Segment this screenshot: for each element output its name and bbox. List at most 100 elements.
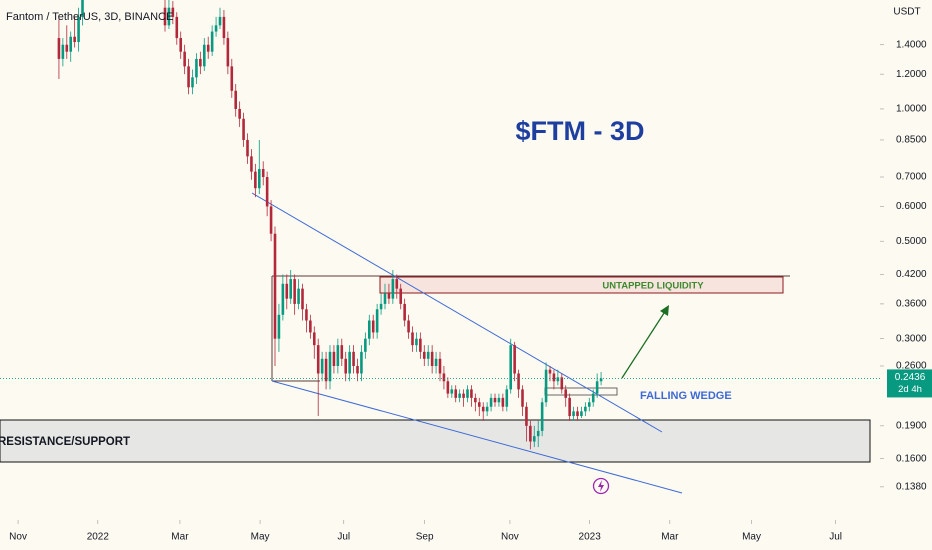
candle-body bbox=[195, 58, 198, 78]
plot bbox=[0, 0, 880, 450]
candle-body bbox=[485, 406, 489, 412]
candle-body bbox=[167, 7, 171, 26]
candle-body bbox=[462, 393, 465, 398]
x-tick-label: Nov bbox=[9, 532, 27, 543]
price-badge bbox=[887, 369, 932, 398]
candle-body bbox=[191, 77, 194, 88]
candle-body bbox=[324, 358, 328, 382]
candle-body bbox=[375, 309, 379, 333]
candle-body bbox=[238, 108, 241, 119]
candle-body bbox=[481, 406, 485, 412]
candle-body bbox=[293, 279, 296, 304]
candle-body bbox=[477, 402, 481, 407]
candle-body bbox=[320, 358, 324, 374]
candle-body bbox=[163, 7, 167, 26]
candle-body bbox=[309, 320, 312, 333]
candle-body bbox=[544, 369, 548, 403]
candle-body bbox=[234, 90, 238, 109]
candle-body bbox=[175, 16, 179, 39]
candle-body bbox=[316, 345, 320, 374]
candle-body bbox=[199, 58, 202, 67]
candle-body bbox=[422, 351, 426, 359]
candle-body bbox=[214, 25, 218, 32]
candle-body bbox=[466, 389, 469, 398]
candle-body bbox=[501, 397, 505, 407]
candle-body bbox=[403, 303, 406, 321]
countdown-label: 2d 4h bbox=[898, 384, 922, 395]
candle-body bbox=[285, 283, 289, 299]
candle-body bbox=[348, 351, 351, 374]
candle-body bbox=[599, 378, 603, 382]
chart-title: $FTM - 3D bbox=[515, 116, 644, 146]
candle-body bbox=[364, 338, 367, 352]
candle-body bbox=[242, 118, 245, 140]
y-tick-label: 0.3600 bbox=[896, 299, 927, 310]
x-tick-label: Mar bbox=[171, 532, 189, 543]
candle-body bbox=[328, 351, 332, 382]
candle-body bbox=[454, 389, 458, 398]
zone-label: RESISTANCE/SUPPORT bbox=[0, 436, 130, 448]
y-tick-label: 0.5000 bbox=[896, 236, 927, 247]
x-tick-label: 2023 bbox=[579, 532, 602, 543]
x-tick-label: Nov bbox=[501, 532, 519, 543]
candle-body bbox=[301, 288, 304, 310]
candle-body bbox=[352, 351, 355, 366]
candle-body bbox=[183, 51, 186, 67]
candle-body bbox=[395, 279, 399, 289]
candle-body bbox=[371, 320, 375, 333]
candle-body bbox=[580, 411, 583, 417]
candle-body bbox=[450, 389, 454, 394]
candle-body bbox=[568, 397, 571, 417]
y-tick-label: 0.1380 bbox=[896, 482, 927, 493]
candle-body bbox=[61, 44, 65, 59]
candle-body bbox=[379, 303, 383, 310]
candle-body bbox=[277, 314, 281, 339]
liquidity-label: UNTAPPED LIQUIDITY bbox=[602, 281, 704, 292]
candle-body bbox=[521, 389, 524, 407]
candle-body bbox=[344, 358, 348, 374]
candle-body bbox=[529, 425, 532, 442]
candle-body bbox=[179, 38, 183, 52]
axes: 1.4000 1.2000 1.0000 0.8500 0.7000 0.6000 0.50… bbox=[9, 39, 932, 543]
candle-body bbox=[171, 7, 175, 17]
event-icon[interactable] bbox=[592, 477, 610, 495]
candle-body bbox=[254, 171, 257, 189]
candle-body bbox=[532, 436, 536, 442]
candle-body bbox=[438, 358, 442, 374]
candle-body bbox=[222, 16, 226, 39]
y-tick-label: 0.1900 bbox=[896, 420, 927, 431]
y-tick-label: 0.8500 bbox=[896, 135, 927, 146]
x-tick-label: Jul bbox=[337, 532, 350, 543]
candle-body bbox=[312, 332, 316, 346]
candle-body bbox=[383, 293, 387, 304]
header: Fantom / TetherUS, 3D, BINANCE bbox=[6, 11, 173, 23]
candle-body bbox=[332, 351, 336, 366]
y-tick-label: 0.1600 bbox=[896, 453, 927, 464]
candle-body bbox=[505, 389, 509, 407]
candle-body bbox=[513, 345, 516, 374]
candle-body bbox=[65, 44, 69, 52]
candle-body bbox=[202, 44, 206, 67]
candle-body bbox=[434, 358, 438, 366]
candle-body bbox=[493, 397, 497, 403]
candle-body bbox=[187, 66, 190, 88]
candle-body bbox=[591, 393, 595, 403]
candle-body bbox=[474, 397, 477, 403]
candle-body bbox=[572, 411, 575, 417]
candle-body bbox=[73, 36, 76, 43]
y-tick-label: 0.6000 bbox=[896, 201, 927, 212]
x-tick-label: 2022 bbox=[87, 532, 110, 543]
candle-body bbox=[269, 206, 273, 234]
candle-body bbox=[426, 351, 430, 359]
candle-body bbox=[336, 345, 340, 366]
x-tick-label: Mar bbox=[661, 532, 679, 543]
candle-body bbox=[246, 139, 249, 157]
candle-body bbox=[250, 156, 253, 172]
candle-body bbox=[442, 373, 446, 382]
candle-body bbox=[584, 406, 587, 412]
candle-body bbox=[564, 389, 568, 398]
candle-body bbox=[356, 365, 359, 374]
candle-body bbox=[446, 381, 450, 394]
candle-body bbox=[297, 288, 300, 304]
